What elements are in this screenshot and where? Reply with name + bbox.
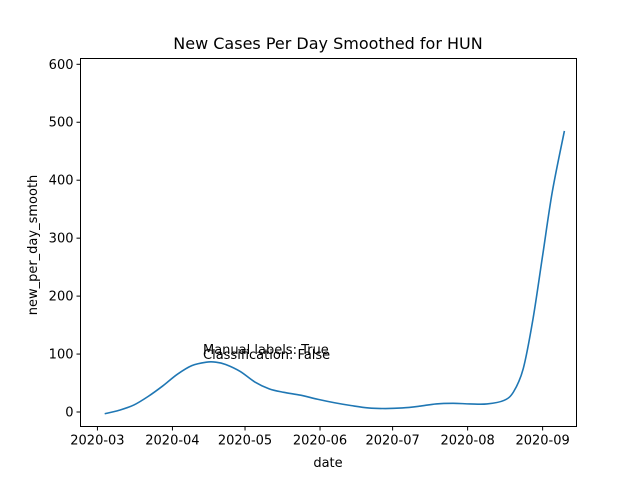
x-tick-label: 2020-09: [515, 434, 569, 449]
axes-frame: [80, 58, 577, 427]
x-tick-label: 2020-05: [218, 434, 272, 449]
annotation-manual-labels: Manual labels: True: [203, 343, 329, 358]
chart-title: New Cases Per Day Smoothed for HUN: [173, 34, 482, 53]
y-tick-label: 400: [49, 174, 74, 189]
x-axis: 2020-03 2020-04 2020-05 2020-06 2020-07 2020-…: [70, 426, 570, 449]
x-tick-label: 2020-08: [440, 434, 494, 449]
y-axis: 0 100 200 300 400 500 600: [49, 58, 81, 421]
y-axis-label: new_per_day_smooth: [26, 175, 41, 316]
plot-area: [104, 130, 566, 415]
x-tick-label: 2020-07: [365, 434, 419, 449]
y-tick-label: 200: [49, 290, 74, 305]
x-axis-label: date: [313, 456, 342, 471]
y-tick-label: 100: [49, 348, 74, 363]
series-line: [104, 130, 566, 415]
annotations: Manual labels: True Classification: Fals…: [203, 343, 330, 363]
y-tick-label: 300: [49, 232, 74, 247]
x-tick-label: 2020-03: [70, 434, 124, 449]
x-tick-label: 2020-06: [293, 434, 347, 449]
x-tick-label: 2020-04: [145, 434, 199, 449]
y-tick-label: 600: [49, 58, 74, 73]
annotation-classification: Classification: False: [203, 348, 330, 363]
y-tick-label: 0: [65, 406, 73, 421]
y-tick-label: 500: [49, 116, 74, 131]
